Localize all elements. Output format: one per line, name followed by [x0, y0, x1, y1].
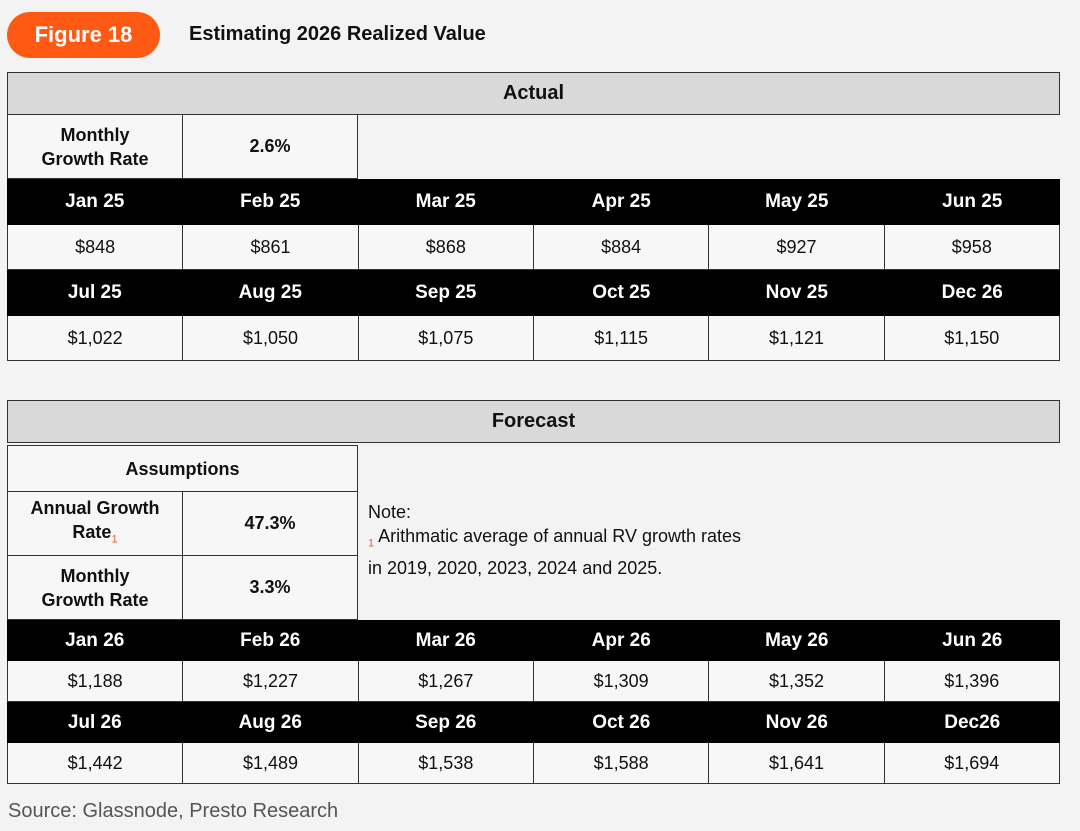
forecast-months-row-2: Jul 26 Aug 26 Sep 26 Oct 26 Nov 26 Dec26 [7, 702, 1060, 743]
value-cell: $1,588 [534, 743, 710, 783]
month-label: Aug 25 [238, 282, 302, 303]
value-cell: $1,538 [359, 743, 534, 783]
note-footnote-marker: 1 [368, 537, 375, 550]
forecast-months-row-1: Jan 26 Feb 26 Mar 26 Apr 26 May 26 Jun 2… [7, 620, 1060, 661]
value-cell: $927 [709, 225, 885, 269]
actual-monthly-growth-label: Monthly Growth Rate [7, 114, 183, 179]
month-label: Jul 26 [67, 711, 122, 733]
value-cell: $1,442 [8, 743, 184, 783]
forecast-monthly-growth-value: 3.3% [182, 555, 358, 620]
annual-growth-label: Annual Growth Rate1 [7, 491, 183, 556]
value-cell: $1,694 [944, 752, 1000, 773]
forecast-values-row-1: $1,188 $1,227 $1,267 $1,309 $1,352 $1,39… [7, 661, 1060, 702]
value-cell: $1,022 [8, 316, 184, 360]
value-cell: $1,396 [944, 670, 1000, 691]
month-label: Dec26 [944, 711, 1001, 733]
month-label: Oct 25 [592, 282, 651, 303]
month-label: May 25 [765, 191, 829, 212]
footnote-marker: 1 [111, 533, 118, 546]
annual-growth-value: 47.3% [182, 491, 358, 556]
value-cell: $1,075 [359, 316, 534, 360]
actual-months-row-2: Jul 25 Aug 25 Sep 25 Oct 25 Nov 25 Dec 2… [7, 270, 1060, 316]
month-label: Aug 26 [238, 711, 302, 733]
forecast-table: Forecast Assumptions Annual Growth Rate1… [7, 400, 1060, 784]
value-cell: $1,267 [359, 661, 534, 701]
assumptions-label: Assumptions [7, 445, 358, 492]
month-label: Apr 25 [591, 191, 651, 212]
actual-values-row-1: $848 $861 $868 $884 $927 $958 [7, 225, 1060, 270]
note-line-2: in 2019, 2020, 2023, 2024 and 2025. [368, 557, 663, 578]
forecast-monthly-growth-label: Monthly Growth Rate [7, 555, 183, 620]
actual-monthly-growth-value: 2.6% [182, 114, 358, 179]
month-label: Sep 26 [415, 711, 477, 733]
month-label: Jan 26 [65, 629, 125, 651]
month-label: Jul 25 [67, 282, 122, 303]
source-note: Source: Glassnode, Presto Research [8, 800, 339, 822]
note-title: Note: [368, 502, 412, 522]
value-cell: $1,309 [534, 661, 710, 701]
value-cell: $1,121 [709, 316, 885, 360]
month-label: Jan 25 [65, 191, 125, 212]
month-label: Apr 26 [591, 629, 651, 651]
forecast-header: Forecast [7, 400, 1060, 443]
actual-values-row-2: $1,022 $1,050 $1,075 $1,115 $1,121 $1,15… [7, 316, 1060, 361]
month-label: May 26 [765, 629, 829, 651]
actual-table: Actual Monthly Growth Rate 2.6% Jan 25 F… [7, 72, 1060, 361]
actual-months-row-1: Jan 25 Feb 25 Mar 25 Apr 25 May 25 Jun 2… [7, 179, 1060, 225]
value-cell: $868 [359, 225, 534, 269]
value-cell: $1,150 [944, 327, 1000, 348]
month-label: Oct 26 [592, 711, 651, 733]
value-cell: $848 [8, 225, 184, 269]
value-cell: $1,188 [8, 661, 184, 701]
annual-growth-text: Annual Growth Rate [30, 497, 160, 542]
value-cell: $884 [534, 225, 710, 269]
month-label: Nov 26 [765, 711, 828, 733]
month-label: Sep 25 [415, 282, 477, 303]
month-label: Mar 25 [415, 191, 476, 212]
figure-badge: Figure 18 [7, 12, 160, 58]
month-label: Feb 25 [240, 191, 301, 212]
value-cell: $1,352 [709, 661, 885, 701]
actual-header: Actual [7, 72, 1060, 115]
figure-title: Estimating 2026 Realized Value [189, 23, 486, 45]
forecast-values-row-2: $1,442 $1,489 $1,538 $1,588 $1,641 $1,69… [7, 743, 1060, 784]
note-line-1: Arithmatic average of annual RV growth r… [378, 526, 741, 546]
month-label: Dec 26 [941, 282, 1003, 303]
value-cell: $1,227 [183, 661, 359, 701]
value-cell: $1,050 [183, 316, 359, 360]
value-cell: $861 [183, 225, 359, 269]
forecast-note: Note: 1 Arithmatic average of annual RV … [368, 500, 741, 580]
value-cell: $1,115 [534, 316, 710, 360]
month-label: Feb 26 [240, 629, 301, 651]
month-label: Jun 25 [942, 191, 1003, 212]
value-cell: $1,641 [709, 743, 885, 783]
month-label: Jun 26 [942, 629, 1003, 651]
value-cell: $958 [951, 236, 992, 257]
value-cell: $1,489 [183, 743, 359, 783]
month-label: Mar 26 [415, 629, 476, 651]
month-label: Nov 25 [765, 282, 828, 303]
